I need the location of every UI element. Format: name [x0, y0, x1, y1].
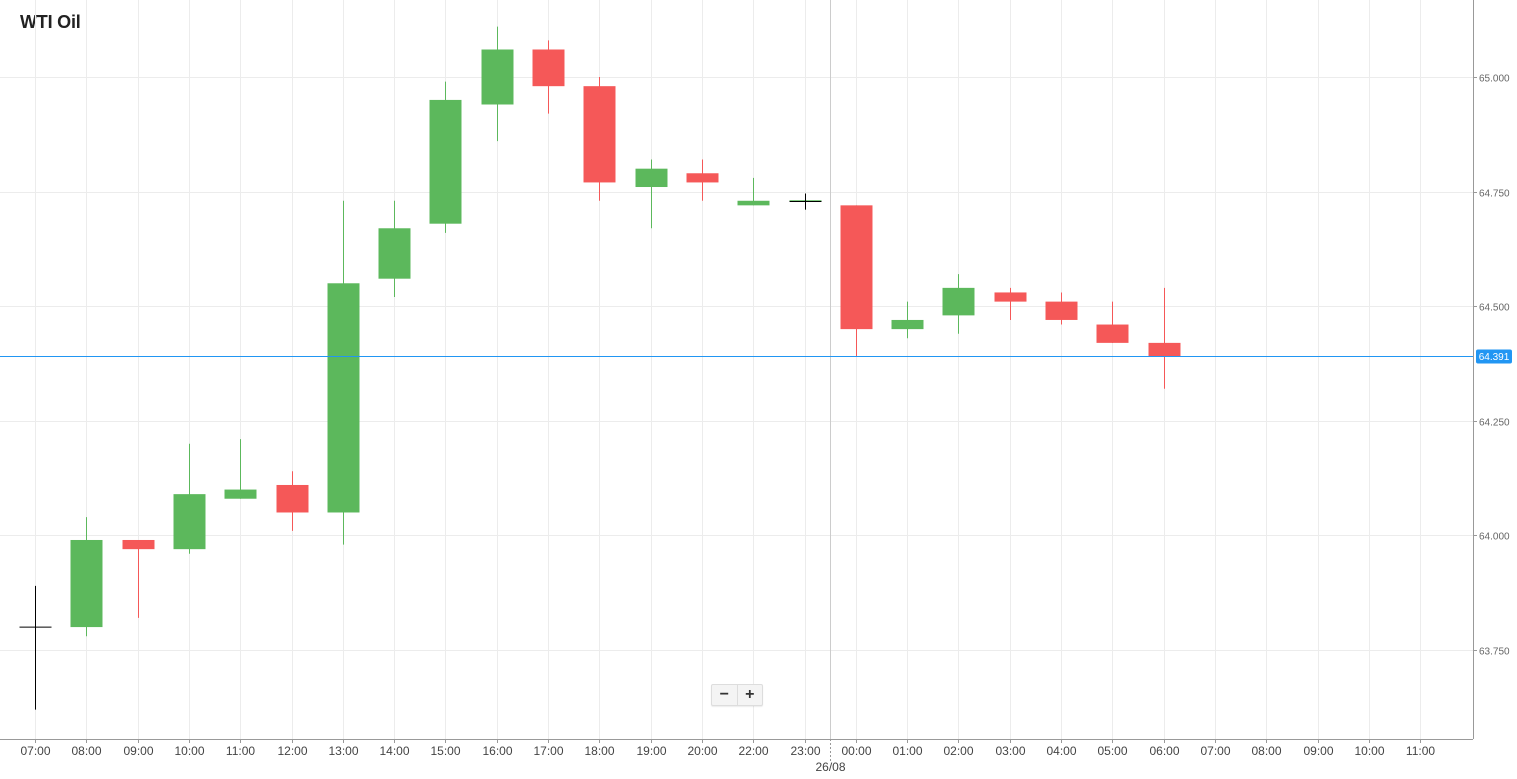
candle-0200[interactable]	[942, 274, 975, 334]
x-tick-label: 22:00	[738, 744, 768, 758]
x-tick-label: 01:00	[892, 744, 922, 758]
y-tick-label: 64.000	[1479, 532, 1510, 543]
candle-body	[122, 539, 155, 550]
candle-2000[interactable]	[686, 159, 719, 201]
candle-2200[interactable]	[737, 177, 770, 206]
x-tick-label: 03:00	[995, 744, 1025, 758]
current-price-tag	[1476, 349, 1512, 364]
candle-body	[840, 205, 873, 330]
candle-body	[686, 173, 719, 183]
candle-0900[interactable]	[122, 539, 155, 618]
candle-body	[429, 99, 462, 224]
candle-1700[interactable]	[532, 40, 565, 114]
grid-lines	[0, 0, 1473, 739]
candle-body	[994, 292, 1027, 302]
candle-body	[70, 539, 103, 628]
y-tick-label: 65.000	[1479, 74, 1510, 85]
current-price-label: 64.391	[1479, 352, 1510, 363]
candle-body	[173, 494, 206, 550]
x-tick-label: 09:00	[123, 744, 153, 758]
candle-body	[891, 319, 924, 330]
candle-body	[327, 283, 360, 513]
x-tick-label: 17:00	[533, 744, 563, 758]
candle-body	[942, 287, 975, 316]
x-tick-label: 23:00	[790, 744, 820, 758]
x-tick-label: 20:00	[687, 744, 717, 758]
candle-1800[interactable]	[583, 77, 616, 201]
candle-body	[481, 49, 514, 105]
x-tick-label: 11:00	[226, 744, 255, 758]
x-tick-label: 18:00	[584, 744, 614, 758]
date-label: 26/08	[815, 760, 845, 774]
zoom-out-button[interactable]: −	[719, 686, 729, 703]
x-tick-label: 11:00	[1406, 744, 1435, 758]
candle-0000[interactable]	[840, 205, 873, 357]
candle-0100[interactable]	[891, 301, 924, 339]
x-tick-label: 19:00	[636, 744, 666, 758]
y-tick-label: 63.750	[1479, 647, 1510, 658]
candle-body	[378, 228, 411, 279]
x-tick-label: 06:00	[1149, 744, 1179, 758]
x-tick-label: 14:00	[379, 744, 409, 758]
y-tick-label: 64.500	[1479, 303, 1510, 314]
y-tick-label: 64.250	[1479, 418, 1510, 429]
candle-1300[interactable]	[327, 200, 360, 545]
x-tick-label: 13:00	[328, 744, 358, 758]
x-tick-label: 08:00	[71, 744, 101, 758]
candle-body	[276, 484, 309, 513]
x-tick-label: 02:00	[943, 744, 973, 758]
current-price-line: 64.391	[0, 349, 1512, 364]
candle-0300[interactable]	[994, 287, 1027, 320]
candle-0700[interactable]	[19, 585, 52, 710]
candle-body	[1045, 301, 1078, 320]
candle-body	[737, 200, 770, 206]
x-tick-label: 00:00	[841, 744, 871, 758]
candle-body	[1148, 342, 1181, 357]
candle-body	[1096, 324, 1129, 343]
candle-1600[interactable]	[481, 26, 514, 142]
x-tick-label: 05:00	[1097, 744, 1127, 758]
candle-1000[interactable]	[173, 443, 206, 554]
x-tick-label: 09:00	[1303, 744, 1333, 758]
candle-1400[interactable]	[378, 200, 411, 298]
candle-body	[583, 86, 616, 183]
x-tick-label: 08:00	[1251, 744, 1281, 758]
y-tick-label: 64.750	[1479, 189, 1510, 200]
candles	[19, 26, 1181, 710]
x-tick-label: 15:00	[430, 744, 460, 758]
candle-0600[interactable]	[1148, 287, 1181, 389]
candle-0800[interactable]	[70, 517, 103, 637]
candle-0400[interactable]	[1045, 292, 1078, 325]
x-tick-label: 07:00	[1200, 744, 1230, 758]
crosshair-markers	[789, 193, 822, 210]
zoom-controls: − +	[711, 684, 763, 706]
candle-body	[224, 489, 257, 499]
x-tick-label: 04:00	[1046, 744, 1076, 758]
zoom-in-button[interactable]: +	[736, 685, 763, 705]
x-tick-label: 07:00	[20, 744, 50, 758]
candle-1100[interactable]	[224, 439, 257, 499]
candle-0500[interactable]	[1096, 301, 1129, 343]
candle-body	[635, 168, 668, 188]
candle-1200[interactable]	[276, 471, 309, 531]
candle-body	[532, 49, 565, 87]
x-tick-label: 16:00	[482, 744, 512, 758]
x-tick-label: 10:00	[1354, 744, 1384, 758]
candle-1500[interactable]	[429, 81, 462, 233]
candle-1900[interactable]	[635, 159, 668, 229]
x-tick-label: 10:00	[174, 744, 204, 758]
x-tick-label: 12:00	[277, 744, 307, 758]
